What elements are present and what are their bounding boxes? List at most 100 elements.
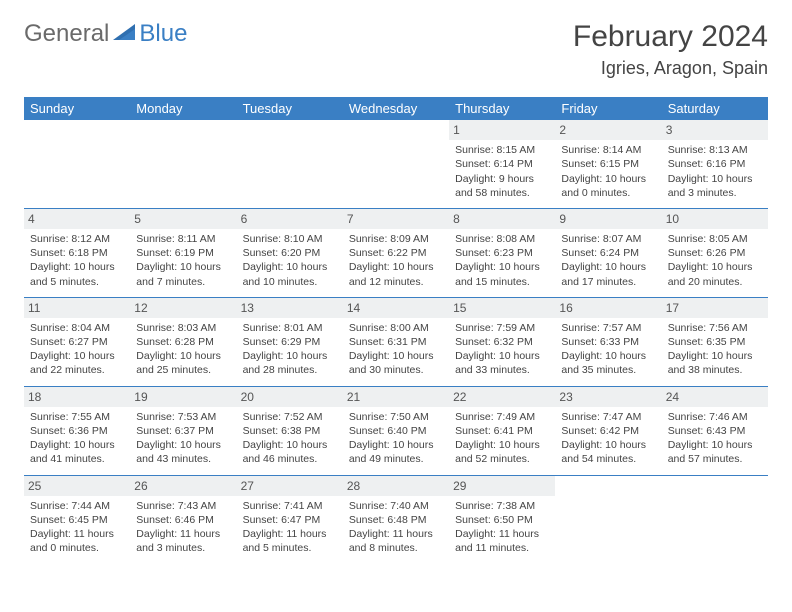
day-cell: 15 Sunrise: 7:59 AMSunset: 6:32 PMDayligh… <box>449 297 555 386</box>
day-info-line: Sunrise: 8:12 AM <box>30 232 124 246</box>
day-info-line: Sunset: 6:29 PM <box>243 335 337 349</box>
day-cell: 2Sunrise: 8:14 AMSunset: 6:15 PMDaylight… <box>555 120 661 208</box>
day-info-line: and 30 minutes. <box>349 363 443 377</box>
day-header: Thursday <box>449 97 555 120</box>
day-number: 8 <box>449 209 555 229</box>
day-number: 4 <box>24 209 130 229</box>
day-number: 1 <box>449 120 555 140</box>
day-info-line: and 25 minutes. <box>136 363 230 377</box>
day-cell: 9Sunrise: 8:07 AMSunset: 6:24 PMDaylight… <box>555 208 661 297</box>
day-cell: 3Sunrise: 8:13 AMSunset: 6:16 PMDaylight… <box>662 120 768 208</box>
day-info-line: Sunset: 6:16 PM <box>668 157 762 171</box>
title-block: February 2024 Igries, Aragon, Spain <box>573 20 768 79</box>
day-info-line: Sunset: 6:43 PM <box>668 424 762 438</box>
day-cell: 28Sunrise: 7:40 AMSunset: 6:48 PMDayligh… <box>343 475 449 563</box>
day-info-line: and 0 minutes. <box>561 186 655 200</box>
day-info-line: Sunset: 6:32 PM <box>455 335 549 349</box>
day-number: 23 <box>555 387 661 407</box>
day-info-line: Sunset: 6:24 PM <box>561 246 655 260</box>
day-header: Tuesday <box>237 97 343 120</box>
day-info-line: Daylight: 10 hours <box>243 260 337 274</box>
day-info-line: and 11 minutes. <box>455 541 549 555</box>
day-info-line: Daylight: 10 hours <box>561 260 655 274</box>
day-info-line: and 41 minutes. <box>30 452 124 466</box>
day-header: Friday <box>555 97 661 120</box>
day-info-line: and 38 minutes. <box>668 363 762 377</box>
day-info-line: and 20 minutes. <box>668 275 762 289</box>
day-cell: 22Sunrise: 7:49 AMSunset: 6:41 PMDayligh… <box>449 386 555 475</box>
day-cell: 11Sunrise: 8:04 AMSunset: 6:27 PMDayligh… <box>24 297 130 386</box>
day-info-line: Sunset: 6:19 PM <box>136 246 230 260</box>
day-info-line: Sunset: 6:41 PM <box>455 424 549 438</box>
day-cell <box>237 120 343 208</box>
day-number: 3 <box>662 120 768 140</box>
day-info-line: Sunrise: 8:01 AM <box>243 321 337 335</box>
day-info-line: Sunrise: 7:38 AM <box>455 499 549 513</box>
day-info-line: Sunrise: 8:05 AM <box>668 232 762 246</box>
day-info-line: and 7 minutes. <box>136 275 230 289</box>
day-number: 16 <box>555 298 661 318</box>
day-info-line: Daylight: 10 hours <box>668 438 762 452</box>
day-info-line: Sunrise: 7:40 AM <box>349 499 443 513</box>
day-info-line: Sunrise: 7:43 AM <box>136 499 230 513</box>
day-info-line: Daylight: 10 hours <box>455 349 549 363</box>
day-cell: 29Sunrise: 7:38 AMSunset: 6:50 PMDayligh… <box>449 475 555 563</box>
day-cell: 4 Sunrise: 8:12 AMSunset: 6:18 PMDaylight… <box>24 208 130 297</box>
day-info-line: and 3 minutes. <box>668 186 762 200</box>
day-info-line: and 52 minutes. <box>455 452 549 466</box>
day-info-line: Sunrise: 8:00 AM <box>349 321 443 335</box>
day-cell: 21Sunrise: 7:50 AMSunset: 6:40 PMDayligh… <box>343 386 449 475</box>
day-cell: 19Sunrise: 7:53 AMSunset: 6:37 PMDayligh… <box>130 386 236 475</box>
day-info-line: Sunrise: 8:09 AM <box>349 232 443 246</box>
day-info-line: Daylight: 9 hours <box>455 172 549 186</box>
day-info-line: Sunrise: 7:56 AM <box>668 321 762 335</box>
day-info-line: and 49 minutes. <box>349 452 443 466</box>
day-info-line: Daylight: 10 hours <box>30 260 124 274</box>
day-info-line: Sunset: 6:14 PM <box>455 157 549 171</box>
day-number: 7 <box>343 209 449 229</box>
day-number: 17 <box>662 298 768 318</box>
day-info-line: Sunset: 6:40 PM <box>349 424 443 438</box>
day-cell <box>130 120 236 208</box>
day-info-line: and 3 minutes. <box>136 541 230 555</box>
day-info-line: Daylight: 10 hours <box>455 260 549 274</box>
week-row: 18Sunrise: 7:55 AMSunset: 6:36 PMDayligh… <box>24 386 768 475</box>
day-number: 18 <box>24 387 130 407</box>
day-info-line: Sunrise: 7:46 AM <box>668 410 762 424</box>
day-number: 14 <box>343 298 449 318</box>
day-cell: 24 Sunrise: 7:46 AMSunset: 6:43 PMDayligh… <box>662 386 768 475</box>
day-cell: 8Sunrise: 8:08 AMSunset: 6:23 PMDaylight… <box>449 208 555 297</box>
day-info-line: Daylight: 10 hours <box>349 438 443 452</box>
day-info-line: Daylight: 10 hours <box>455 438 549 452</box>
day-cell: 1 Sunrise: 8:15 AMSunset: 6:14 PMDaylight… <box>449 120 555 208</box>
day-info-line: Sunset: 6:38 PM <box>243 424 337 438</box>
day-header: Monday <box>130 97 236 120</box>
day-info-line: Daylight: 10 hours <box>561 438 655 452</box>
day-number: 15 <box>449 298 555 318</box>
day-info-line: and 8 minutes. <box>349 541 443 555</box>
day-info-line: and 17 minutes. <box>561 275 655 289</box>
day-cell <box>343 120 449 208</box>
day-cell: 27Sunrise: 7:41 AMSunset: 6:47 PMDayligh… <box>237 475 343 563</box>
day-cell: 6Sunrise: 8:10 AMSunset: 6:20 PMDaylight… <box>237 208 343 297</box>
day-info-line: and 10 minutes. <box>243 275 337 289</box>
day-info-line: Sunset: 6:37 PM <box>136 424 230 438</box>
day-info-line: Sunset: 6:46 PM <box>136 513 230 527</box>
day-info-line: Sunrise: 7:59 AM <box>455 321 549 335</box>
week-row: 1 Sunrise: 8:15 AMSunset: 6:14 PMDaylight… <box>24 120 768 208</box>
day-info-line: Sunrise: 8:07 AM <box>561 232 655 246</box>
day-info-line: and 54 minutes. <box>561 452 655 466</box>
day-info-line: Sunrise: 8:15 AM <box>455 143 549 157</box>
day-info-line: and 58 minutes. <box>455 186 549 200</box>
day-info-line: Sunset: 6:18 PM <box>30 246 124 260</box>
day-number: 19 <box>130 387 236 407</box>
day-info-line: Sunset: 6:35 PM <box>668 335 762 349</box>
header: General Blue February 2024 Igries, Arago… <box>24 20 768 79</box>
location: Igries, Aragon, Spain <box>573 58 768 79</box>
day-number: 24 <box>662 387 768 407</box>
calendar-table: Sunday Monday Tuesday Wednesday Thursday… <box>24 97 768 563</box>
day-info-line: Daylight: 10 hours <box>243 349 337 363</box>
week-row: 11Sunrise: 8:04 AMSunset: 6:27 PMDayligh… <box>24 297 768 386</box>
day-info-line: and 0 minutes. <box>30 541 124 555</box>
day-number: 27 <box>237 476 343 496</box>
